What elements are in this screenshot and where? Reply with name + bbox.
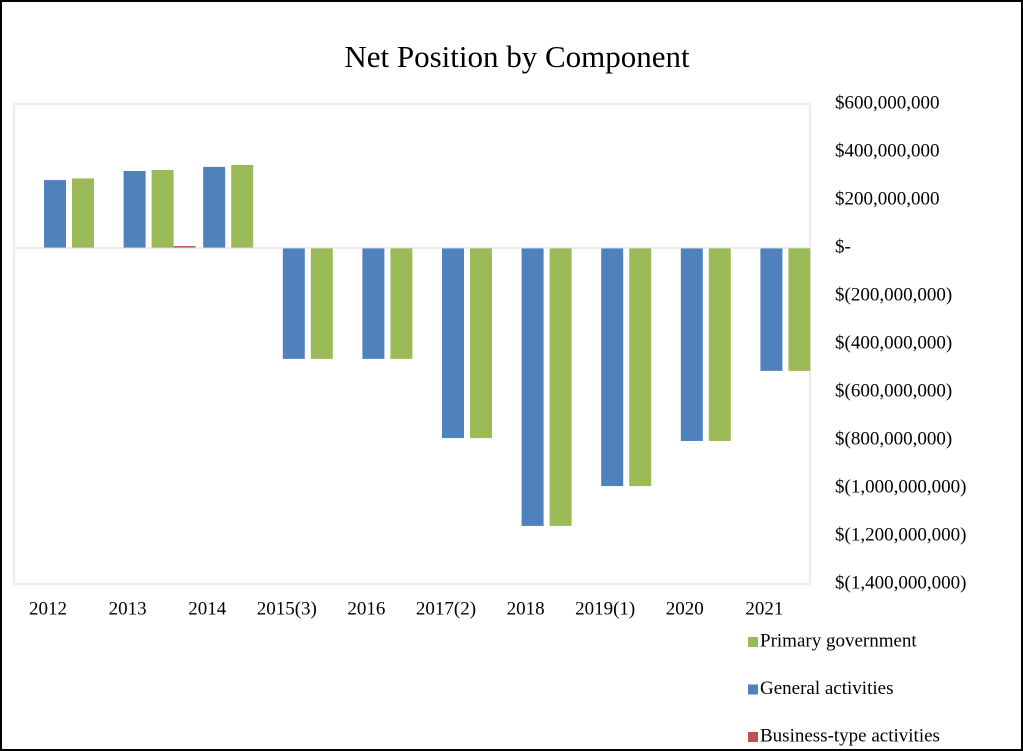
bar: [708, 248, 731, 441]
bar: [151, 170, 174, 248]
x-tick-label: 2017(2): [416, 598, 476, 619]
y-tick-label: $(400,000,000): [835, 332, 952, 353]
y-tick-label: $400,000,000: [835, 140, 940, 161]
y-tick-label: $200,000,000: [835, 188, 940, 209]
x-tick-label: 2019(1): [575, 598, 635, 619]
legend-swatch: [748, 637, 758, 647]
x-tick-label: 2014: [188, 598, 227, 619]
y-tick-label: $600,000,000: [835, 92, 940, 113]
x-tick-label: 2015(3): [257, 598, 317, 619]
legend-label: Primary government: [760, 630, 917, 651]
bar: [203, 166, 226, 248]
bar: [173, 246, 196, 248]
bar: [629, 248, 652, 487]
bar: [442, 248, 464, 439]
y-tick-label: $(600,000,000): [835, 380, 952, 401]
x-tick-label: 2012: [29, 598, 67, 619]
bar: [760, 248, 783, 371]
x-tick-label: 2018: [507, 598, 545, 619]
bar: [44, 180, 66, 248]
bar: [470, 248, 492, 439]
chart-title: Net Position by Component: [344, 39, 690, 74]
bar: [390, 248, 413, 359]
x-tick-label: 2021: [745, 598, 783, 619]
bar: [549, 248, 572, 526]
x-tick-label: 2020: [666, 598, 704, 619]
bar: [601, 248, 624, 487]
legend-swatch: [748, 732, 758, 742]
legend-label: General activities: [760, 678, 893, 699]
legend-label: Business-type activities: [760, 725, 940, 746]
bar: [282, 248, 305, 359]
legend-swatch: [748, 684, 758, 695]
x-tick-label: 2016: [347, 598, 385, 619]
y-tick-label: $(1,200,000,000): [835, 524, 966, 545]
y-tick-label: $(1,000,000,000): [835, 476, 966, 497]
y-tick-label: $-: [835, 236, 851, 257]
y-tick-label: $(200,000,000): [835, 284, 952, 305]
y-tick-label: $(1,400,000,000): [835, 572, 966, 593]
y-tick-label: $(800,000,000): [835, 428, 952, 449]
bar: [362, 248, 385, 359]
bar: [123, 170, 146, 248]
x-tick-label: 2013: [109, 598, 147, 619]
bar: [521, 248, 544, 526]
bar: [231, 164, 254, 248]
bar: [788, 248, 811, 371]
bar: [72, 178, 94, 248]
bar: [680, 248, 703, 441]
bar: [310, 248, 333, 359]
